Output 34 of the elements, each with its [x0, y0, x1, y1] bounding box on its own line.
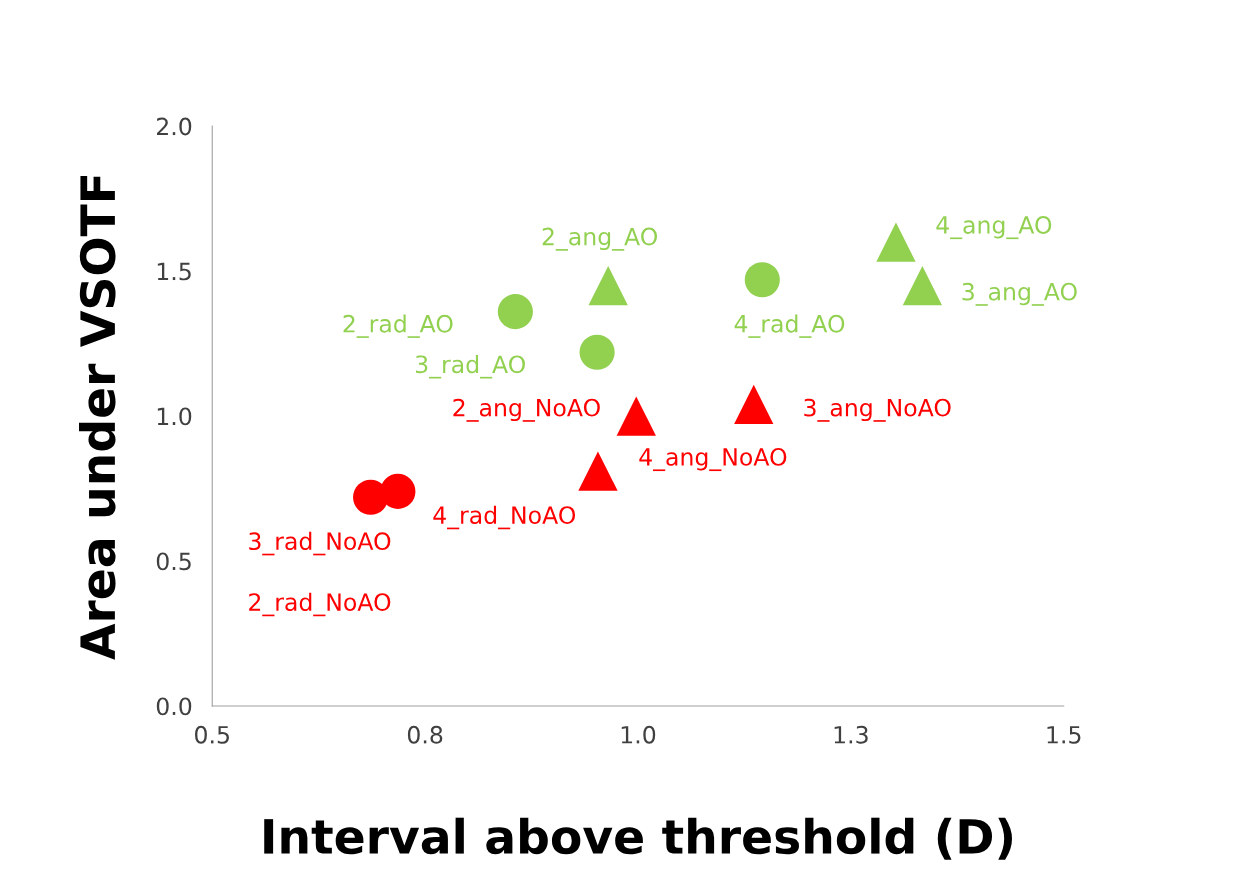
annotation: 3_ang_NoAO [804, 398, 951, 422]
annotation: 4_ang_NoAO [639, 447, 787, 472]
annotation: 2_rad_AO [343, 314, 453, 338]
annotation: 3_rad_AO [415, 354, 525, 379]
annotation: 3_rad_NoAO [249, 531, 391, 556]
point [876, 222, 916, 262]
point [497, 294, 533, 330]
y-tick-label: 1.5 [157, 262, 191, 281]
annotation: 2_ang_AO [542, 227, 658, 251]
point [734, 384, 774, 425]
annotation: 4_rad_AO [734, 314, 845, 338]
point [578, 451, 618, 491]
point [744, 262, 780, 298]
point [579, 334, 615, 370]
annotation: 2_rad_NoAO [249, 592, 391, 617]
x-tick-label: 0.5 [195, 725, 229, 744]
x-tick-label: 1.3 [834, 725, 868, 744]
annotation: 2_ang_NoAO [453, 398, 600, 422]
x-tick-label: 1.0 [621, 725, 656, 744]
point [902, 265, 943, 306]
point [616, 396, 656, 436]
x-tick-label: 1.5 [1047, 726, 1081, 744]
y-tick-label: 2.0 [156, 117, 192, 136]
point [380, 473, 416, 509]
y-tick-label: 0.5 [156, 552, 191, 571]
x-axis-title: Interval above threshold (D) [264, 817, 1013, 860]
annotation: 4_rad_NoAO [433, 505, 576, 530]
annotation: 3_ang_AO [962, 282, 1077, 306]
y-axis-title: Area under VSOTF [79, 175, 116, 660]
y-tick-label: 1.0 [157, 407, 192, 426]
x-tick-label: 0.8 [407, 725, 443, 744]
y-tick-label: 0.0 [156, 697, 192, 716]
annotation: 4_ang_AO [936, 216, 1052, 240]
point [588, 265, 628, 306]
